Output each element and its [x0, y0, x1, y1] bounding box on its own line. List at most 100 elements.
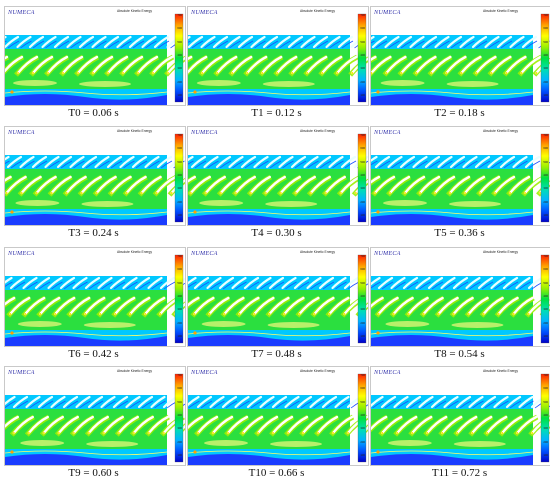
colorbar-tick-label: 400	[543, 414, 548, 417]
legend-title: Absolute Kinetic Energy	[300, 129, 335, 133]
colorbar-tick-label: 500	[543, 401, 548, 404]
colorbar-tick-label: 500	[543, 282, 548, 285]
colorbar-tick-label: 700	[177, 374, 182, 377]
colorbar-tick-label: 200	[360, 201, 365, 204]
legend-title: Absolute Kinetic Energy	[483, 369, 518, 373]
colorbar-tick-label: 300	[543, 308, 548, 311]
colorbar-tick-label: 500	[360, 41, 365, 44]
colorbar-tick-label: 300	[360, 427, 365, 430]
colorbar-tick-label: 500	[177, 161, 182, 164]
numeca-logo-text: NUMECA	[374, 9, 401, 16]
numeca-logo-text: NUMECA	[374, 250, 401, 257]
colorbar-tick-label: 400	[360, 54, 365, 57]
kinetic-energy-contour-image	[188, 248, 368, 346]
numeca-logo-text: NUMECA	[8, 369, 35, 376]
numeca-logo-text: NUMECA	[374, 369, 401, 376]
colorbar-tick-label: 400	[543, 295, 548, 298]
colorbar-tick-label: 500	[543, 161, 548, 164]
numeca-logo-text: NUMECA	[8, 250, 35, 257]
kinetic-energy-contour-image	[188, 7, 368, 105]
colorbar-tick-label: 100	[360, 94, 365, 97]
colorbar-tick-label: 100	[543, 214, 548, 217]
colorbar-tick-label: 600	[543, 268, 548, 271]
colorbar-tick-label: 200	[543, 322, 548, 325]
frame-caption: T6 = 0.42 s	[3, 348, 184, 360]
numeca-logo-text: NUMECA	[191, 9, 218, 16]
colorbar-tick-label: 700	[543, 14, 548, 17]
colorbar-tick-label: 200	[543, 441, 548, 444]
colorbar-tick-label: 100	[177, 94, 182, 97]
colorbar-tick-label: 600	[543, 27, 548, 30]
colorbar-tick-label: 400	[177, 54, 182, 57]
legend-title: Absolute Kinetic Energy	[117, 9, 152, 13]
frame-caption: T9 = 0.60 s	[3, 467, 184, 479]
colorbar-tick-label: 100	[543, 454, 548, 457]
colorbar-tick-label: 700	[177, 255, 182, 258]
colorbar-tick-label: 600	[177, 147, 182, 150]
frame-caption: T4 = 0.30 s	[186, 227, 367, 239]
kinetic-energy-contour-image	[5, 367, 185, 465]
kinetic-energy-contour-image	[5, 248, 185, 346]
colorbar-tick-label: 400	[360, 174, 365, 177]
colorbar-tick-label: 300	[177, 308, 182, 311]
numeca-logo-text: NUMECA	[374, 129, 401, 136]
legend-title: Absolute Kinetic Energy	[483, 129, 518, 133]
colorbar-tick-label: 400	[177, 295, 182, 298]
frame-caption: T11 = 0.72 s	[369, 467, 550, 479]
colorbar-tick-label: 200	[177, 201, 182, 204]
colorbar-tick-label: 400	[177, 414, 182, 417]
colorbar-tick-label: 500	[543, 41, 548, 44]
kinetic-energy-contour-image	[371, 248, 550, 346]
colorbar-tick-label: 200	[543, 201, 548, 204]
colorbar-tick-label: 100	[177, 214, 182, 217]
colorbar-tick-label: 600	[543, 147, 548, 150]
legend-title: Absolute Kinetic Energy	[300, 369, 335, 373]
colorbar-tick-label: 600	[360, 27, 365, 30]
colorbar-tick-label: 600	[360, 387, 365, 390]
colorbar-tick-label: 700	[360, 374, 365, 377]
colorbar-tick-label: 200	[177, 441, 182, 444]
colorbar-tick-label: 100	[360, 454, 365, 457]
legend-title: Absolute Kinetic Energy	[483, 9, 518, 13]
colorbar-tick-label: 100	[360, 335, 365, 338]
colorbar-tick-label: 200	[177, 322, 182, 325]
colorbar-tick-label: 700	[177, 14, 182, 17]
colorbar-tick-label: 300	[543, 427, 548, 430]
frame-caption: T5 = 0.36 s	[369, 227, 550, 239]
colorbar-tick-label: 700	[543, 134, 548, 137]
colorbar-tick-label: 300	[543, 67, 548, 70]
colorbar-tick-label: 600	[360, 268, 365, 271]
legend-title: Absolute Kinetic Energy	[483, 250, 518, 254]
colorbar-tick-label: 100	[177, 454, 182, 457]
colorbar-tick-label: 300	[177, 427, 182, 430]
numeca-logo-text: NUMECA	[191, 250, 218, 257]
colorbar-tick-label: 500	[177, 41, 182, 44]
colorbar-tick-label: 700	[360, 134, 365, 137]
colorbar-tick-label: 600	[177, 27, 182, 30]
colorbar-tick-label: 300	[360, 187, 365, 190]
